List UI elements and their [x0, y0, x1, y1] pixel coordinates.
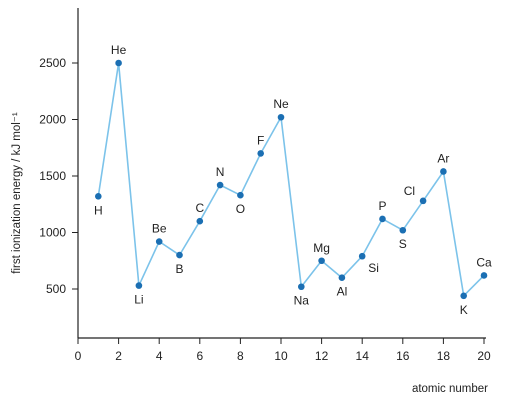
data-point — [277, 113, 285, 121]
data-point — [399, 226, 407, 234]
data-point — [176, 251, 183, 259]
y-tick-label: 2500 — [39, 56, 66, 70]
element-label: S — [399, 237, 407, 251]
data-point — [379, 215, 386, 223]
element-label: B — [175, 262, 183, 276]
data-point — [135, 282, 143, 289]
element-label: He — [111, 43, 127, 57]
x-tick-label: 18 — [437, 349, 451, 363]
element-label: Ne — [273, 97, 289, 111]
element-label: H — [94, 203, 103, 217]
element-label: O — [236, 202, 245, 216]
y-tick-label: 500 — [46, 282, 66, 296]
x-tick-label: 4 — [156, 349, 163, 363]
x-tick-label: 10 — [274, 349, 288, 363]
data-point — [95, 193, 102, 200]
y-axis-ticks: 500 1000 1500 2000 2500 — [39, 56, 78, 296]
element-label: Mg — [313, 241, 330, 255]
data-point — [460, 292, 468, 300]
y-tick-label: 1500 — [39, 169, 66, 183]
series-line — [97, 62, 485, 297]
data-point — [298, 283, 305, 291]
x-tick-label: 12 — [315, 349, 329, 363]
x-tick-label: 8 — [237, 349, 244, 363]
data-point — [115, 59, 122, 67]
x-tick-label: 0 — [75, 349, 82, 363]
element-label: Be — [152, 222, 167, 236]
element-label: Ca — [476, 255, 492, 269]
x-tick-label: 20 — [477, 349, 491, 363]
x-axis-ticks: 0 2 4 6 8 10 12 14 16 18 20 — [75, 338, 491, 363]
data-point — [440, 168, 447, 175]
data-point — [419, 197, 427, 205]
element-label: Si — [368, 261, 379, 275]
data-point — [318, 257, 325, 265]
y-tick-label: 2000 — [39, 113, 66, 127]
element-label: C — [195, 201, 204, 215]
x-tick-label: 2 — [115, 349, 122, 363]
x-tick-label: 14 — [356, 349, 370, 363]
data-series: H He Li Be B C N O F Ne Na Mg Al Si P S Cl Ar K Ca — [94, 43, 492, 317]
y-axis-label: first ionization energy / kJ mol⁻¹ — [11, 112, 23, 274]
element-label: Li — [134, 293, 143, 307]
data-point — [196, 217, 204, 225]
element-label: N — [216, 165, 225, 179]
element-label: Ar — [437, 151, 449, 165]
x-axis-label: atomic number — [412, 383, 488, 395]
y-tick-label: 1000 — [39, 226, 66, 240]
element-label: P — [378, 199, 386, 213]
data-point — [155, 238, 163, 245]
data-point — [480, 272, 488, 279]
data-point — [338, 274, 346, 282]
data-point — [216, 181, 224, 189]
element-label: K — [460, 303, 468, 317]
data-point — [257, 150, 265, 157]
x-tick-label: 6 — [196, 349, 203, 363]
element-label: Na — [294, 294, 310, 308]
data-point — [358, 252, 366, 260]
element-label: F — [257, 133, 264, 147]
x-tick-label: 16 — [396, 349, 410, 363]
element-label: Al — [337, 285, 348, 299]
data-point — [237, 191, 244, 199]
element-label: Cl — [404, 184, 415, 198]
